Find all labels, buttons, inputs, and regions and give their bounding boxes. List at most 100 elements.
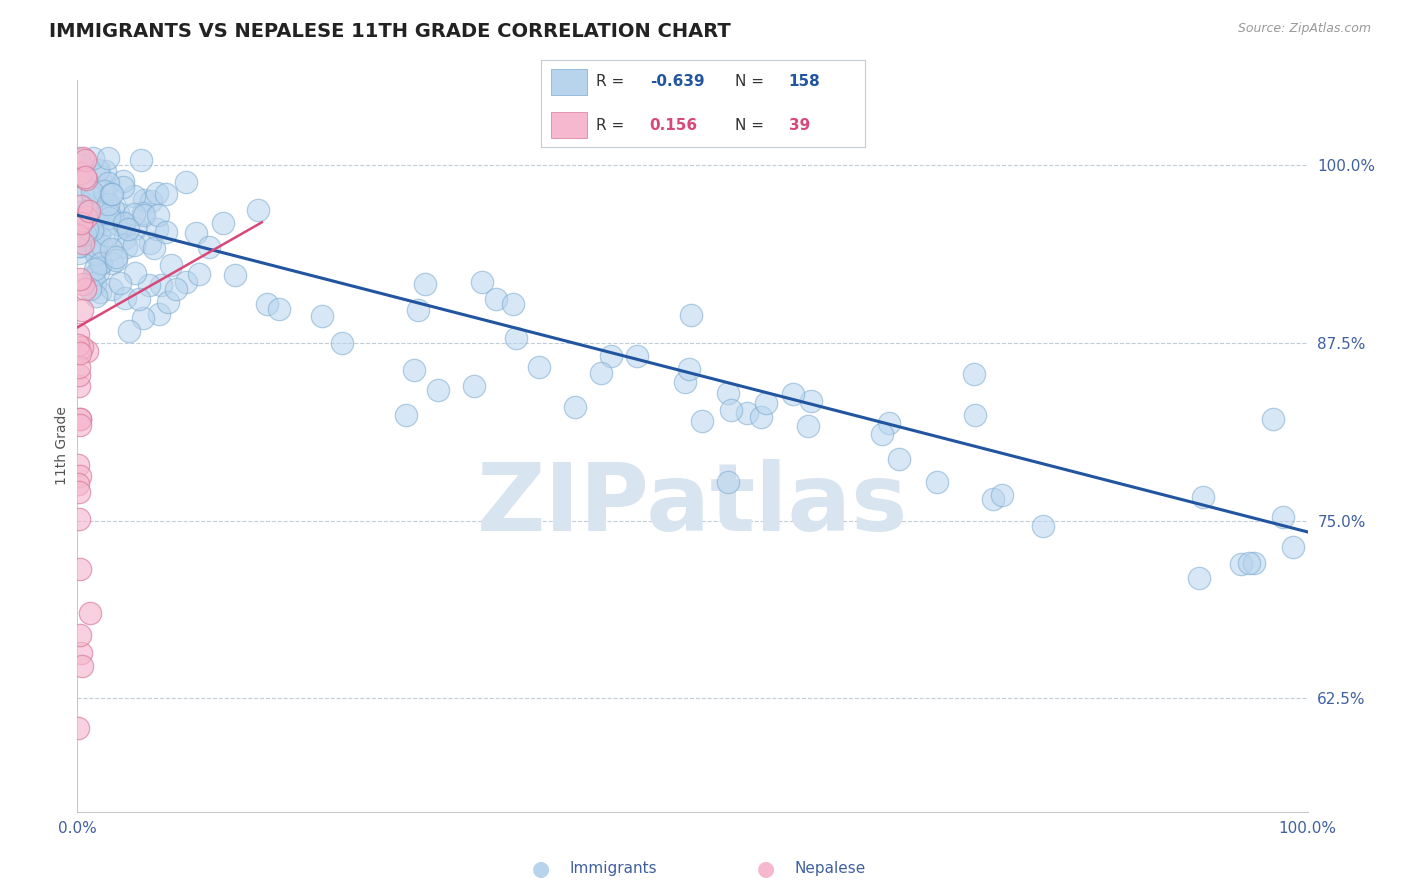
Point (90, 194, 112, 209)
Point (124, 238, 146, 252)
Point (122, 189, 145, 203)
Point (77, 182, 100, 196)
Point (79, 606, 101, 620)
Point (128, 292, 150, 306)
Point (76, 344, 98, 359)
Point (564, 400, 586, 414)
Point (114, 231, 136, 245)
Point (101, 281, 124, 295)
Text: IMMIGRANTS VS NEPALESE 11TH GRADE CORRELATION CHART: IMMIGRANTS VS NEPALESE 11TH GRADE CORREL… (49, 22, 731, 41)
Point (69, 628, 91, 642)
Point (146, 186, 169, 201)
Point (600, 349, 623, 363)
Point (101, 202, 124, 217)
Point (408, 303, 430, 318)
Point (70, 166, 93, 180)
Point (100, 186, 122, 201)
Point (678, 361, 700, 376)
Point (72, 340, 94, 354)
Point (142, 241, 165, 255)
Point (97, 177, 120, 191)
Point (87, 163, 110, 178)
Point (155, 225, 177, 239)
Text: N =: N = (735, 118, 769, 133)
Point (69, 469, 91, 483)
Point (86, 218, 108, 232)
Point (80, 185, 103, 199)
Point (98, 207, 121, 221)
Point (101, 186, 124, 201)
Point (89, 228, 111, 243)
Point (67, 359, 90, 374)
Point (105, 250, 128, 264)
Point (67, 368, 90, 382)
Point (73, 169, 96, 184)
Point (413, 277, 436, 292)
Point (122, 207, 145, 221)
Point (1281, 540, 1303, 554)
Point (83, 219, 105, 233)
Point (755, 396, 778, 410)
Point (70, 204, 93, 219)
Point (471, 275, 494, 289)
Point (797, 419, 820, 434)
Point (69, 272, 91, 286)
Point (66, 721, 89, 735)
Point (887, 451, 910, 466)
Text: Nepalese: Nepalese (794, 862, 866, 876)
Point (591, 366, 613, 380)
Text: ●: ● (758, 859, 775, 879)
Point (176, 175, 198, 189)
Point (626, 349, 648, 363)
Point (212, 216, 235, 230)
Point (73, 227, 96, 241)
Point (90, 256, 112, 270)
Point (870, 426, 893, 441)
Point (679, 308, 702, 322)
Point (84, 276, 107, 290)
Point (463, 379, 485, 393)
Bar (551, 69, 586, 95)
Point (112, 174, 135, 188)
Point (67, 512, 90, 526)
Point (67, 458, 90, 472)
Point (67, 152, 90, 166)
Point (67, 191, 90, 205)
Point (82, 152, 104, 166)
Point (782, 386, 804, 401)
Point (70, 216, 93, 230)
Point (124, 266, 146, 280)
Point (82, 191, 104, 205)
Point (1032, 519, 1054, 533)
Point (111, 215, 134, 229)
Point (67, 216, 90, 230)
Point (991, 488, 1014, 502)
Point (877, 417, 900, 431)
Point (75, 211, 97, 225)
Point (330, 335, 353, 350)
Point (141, 194, 163, 208)
Point (132, 193, 155, 207)
Point (76, 203, 98, 218)
Point (77, 204, 100, 219)
Text: Source: ZipAtlas.com: Source: ZipAtlas.com (1237, 22, 1371, 36)
Y-axis label: 11th Grade: 11th Grade (55, 407, 69, 485)
Point (72, 235, 94, 250)
Point (84, 247, 107, 261)
Point (505, 331, 527, 345)
Point (107, 217, 129, 231)
Point (146, 208, 169, 222)
Point (247, 202, 270, 217)
Point (69, 239, 91, 253)
Point (138, 278, 160, 293)
Point (114, 292, 136, 306)
Point (69, 562, 91, 576)
Point (148, 307, 170, 321)
Point (84, 289, 107, 303)
Point (67, 239, 90, 253)
Point (77, 214, 100, 228)
Point (174, 275, 197, 289)
Bar (551, 112, 586, 138)
Point (75, 153, 97, 167)
Point (69, 418, 91, 433)
